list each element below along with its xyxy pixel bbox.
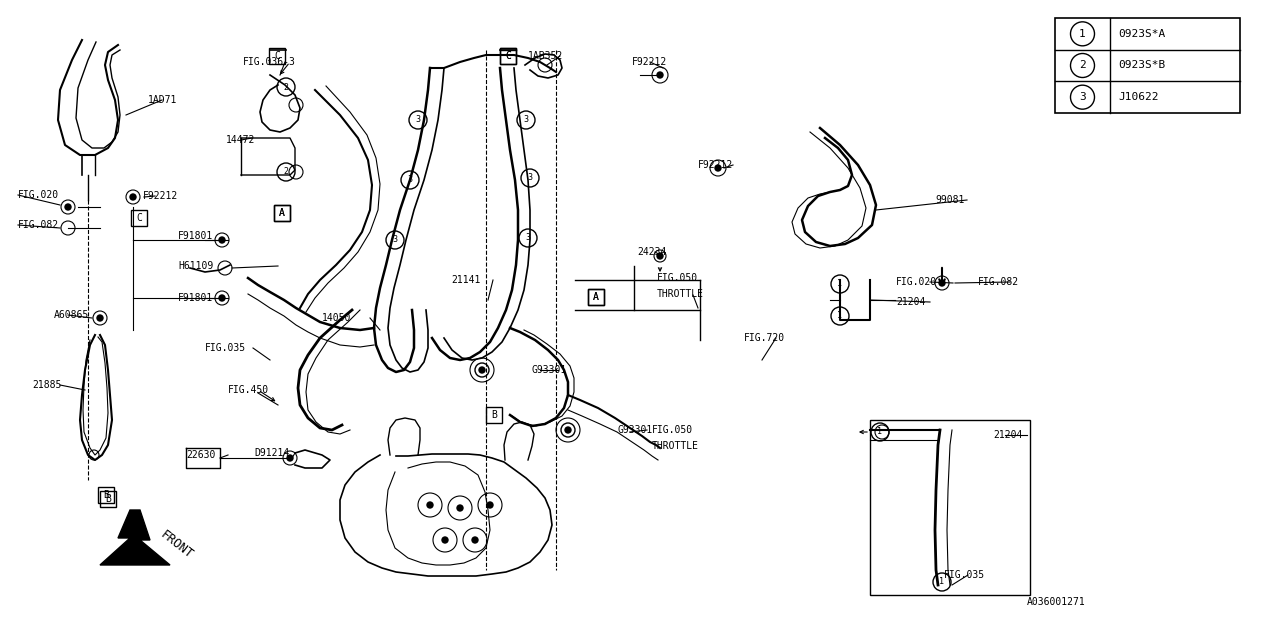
- Bar: [1055, 18, 1240, 113]
- Text: FIG.082: FIG.082: [18, 220, 59, 230]
- Text: 3: 3: [1079, 92, 1085, 102]
- Text: FIG.020: FIG.020: [896, 277, 937, 287]
- Circle shape: [428, 502, 433, 508]
- Text: H61109: H61109: [178, 261, 214, 271]
- Text: 3: 3: [524, 115, 529, 125]
- Text: FIG.082: FIG.082: [978, 277, 1019, 287]
- Bar: [269, 48, 285, 64]
- Text: C: C: [506, 51, 511, 61]
- Text: 3: 3: [407, 175, 412, 184]
- Circle shape: [479, 367, 485, 373]
- Bar: [100, 491, 116, 507]
- Text: 3: 3: [526, 234, 530, 243]
- Circle shape: [486, 502, 493, 508]
- Text: 21885: 21885: [32, 380, 61, 390]
- Text: A: A: [593, 292, 599, 302]
- Text: F92212: F92212: [698, 160, 733, 170]
- Bar: [99, 487, 114, 503]
- Text: THROTTLE: THROTTLE: [652, 441, 699, 451]
- Circle shape: [940, 280, 945, 286]
- Circle shape: [131, 194, 136, 200]
- Circle shape: [657, 72, 663, 78]
- Text: 1: 1: [1079, 29, 1085, 39]
- Text: B: B: [492, 410, 497, 420]
- Text: 0923S*B: 0923S*B: [1117, 61, 1165, 70]
- Text: 3: 3: [527, 173, 532, 182]
- Circle shape: [97, 315, 102, 321]
- Circle shape: [716, 165, 721, 171]
- Circle shape: [65, 204, 70, 210]
- Text: 21204: 21204: [993, 430, 1023, 440]
- Text: 1: 1: [837, 312, 842, 321]
- Text: 22630: 22630: [186, 450, 215, 460]
- Text: F91801: F91801: [178, 231, 214, 241]
- Text: 2: 2: [283, 168, 288, 177]
- Text: 99081: 99081: [934, 195, 964, 205]
- Text: C: C: [274, 51, 280, 61]
- Bar: [500, 48, 516, 64]
- Text: 21204: 21204: [896, 297, 925, 307]
- Text: A: A: [279, 208, 285, 218]
- Text: FIG.035: FIG.035: [945, 570, 986, 580]
- Text: J10622: J10622: [1117, 92, 1158, 102]
- Text: F92212: F92212: [632, 57, 667, 67]
- Text: FRONT: FRONT: [157, 529, 196, 562]
- Text: 1AD71: 1AD71: [148, 95, 178, 105]
- Circle shape: [219, 295, 225, 301]
- Text: B: B: [105, 494, 111, 504]
- Text: FIG.050: FIG.050: [652, 425, 694, 435]
- Text: A036001271: A036001271: [1027, 597, 1085, 607]
- Text: FIG.050: FIG.050: [657, 273, 698, 283]
- Bar: [131, 210, 147, 226]
- Text: FIG.035: FIG.035: [205, 343, 246, 353]
- Text: THROTTLE: THROTTLE: [657, 289, 704, 299]
- Text: FIG.036-3: FIG.036-3: [243, 57, 296, 67]
- Text: FIG.450: FIG.450: [228, 385, 269, 395]
- Text: F91801: F91801: [178, 293, 214, 303]
- Text: 3: 3: [393, 236, 398, 244]
- Bar: [870, 420, 1030, 595]
- Text: 1: 1: [940, 577, 945, 586]
- Text: FIG.020: FIG.020: [18, 190, 59, 200]
- Text: 2: 2: [283, 83, 288, 92]
- Circle shape: [564, 427, 571, 433]
- Circle shape: [472, 537, 477, 543]
- Text: 1: 1: [837, 280, 842, 289]
- Text: D91214: D91214: [253, 448, 289, 458]
- Text: 1AB352: 1AB352: [529, 51, 563, 61]
- Bar: [486, 407, 502, 423]
- Text: 3: 3: [416, 115, 421, 125]
- Text: G93301: G93301: [617, 425, 653, 435]
- Text: 21141: 21141: [451, 275, 480, 285]
- Bar: [588, 289, 604, 305]
- Text: A: A: [593, 292, 599, 302]
- Circle shape: [657, 253, 663, 259]
- Circle shape: [457, 505, 463, 511]
- Text: 0923S*A: 0923S*A: [1117, 29, 1165, 39]
- Bar: [274, 205, 291, 221]
- Text: G93301: G93301: [532, 365, 567, 375]
- Text: 1: 1: [878, 428, 882, 436]
- Bar: [274, 205, 291, 221]
- Text: F92212: F92212: [143, 191, 178, 201]
- Text: 24234: 24234: [637, 247, 667, 257]
- Text: C: C: [506, 51, 511, 61]
- Text: A: A: [279, 208, 285, 218]
- Text: 14472: 14472: [227, 135, 256, 145]
- Text: FIG.720: FIG.720: [744, 333, 785, 343]
- Text: A60865: A60865: [54, 310, 90, 320]
- Bar: [588, 289, 604, 305]
- Polygon shape: [100, 510, 170, 565]
- Text: 14050: 14050: [323, 313, 352, 323]
- Circle shape: [442, 537, 448, 543]
- Text: B: B: [104, 490, 109, 500]
- Text: C: C: [136, 213, 142, 223]
- Bar: [500, 48, 516, 64]
- Text: 2: 2: [1079, 61, 1085, 70]
- Circle shape: [287, 455, 293, 461]
- Circle shape: [219, 237, 225, 243]
